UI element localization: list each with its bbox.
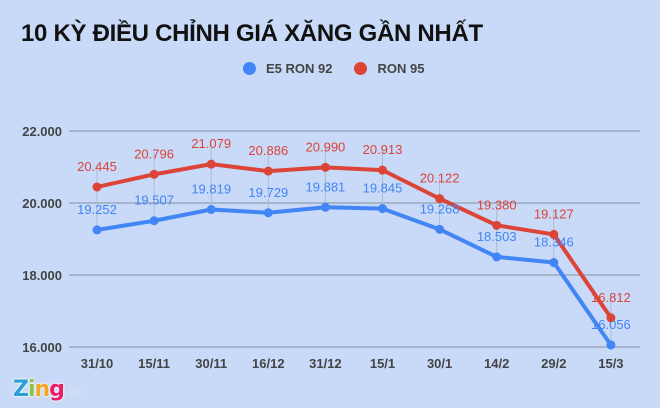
data-point xyxy=(435,224,445,234)
data-point xyxy=(492,220,502,230)
series-line xyxy=(96,205,613,347)
legend-item-e5-ron-92: E5 RON 92 xyxy=(243,61,332,76)
data-point xyxy=(263,208,273,218)
x-tick-label: 15/1 xyxy=(370,356,395,371)
legend-dot-icon xyxy=(243,62,256,75)
data-label: 20.796 xyxy=(134,146,174,161)
data-label: 18.346 xyxy=(534,235,574,250)
data-label: 16.056 xyxy=(591,317,631,332)
data-point xyxy=(435,194,445,204)
data-label: 19.268 xyxy=(420,201,460,216)
data-point xyxy=(549,229,559,239)
data-label: 19.845 xyxy=(363,181,403,196)
data-label: 19.380 xyxy=(477,197,517,212)
x-tick-label: 31/12 xyxy=(309,356,342,371)
data-point xyxy=(320,202,330,212)
data-label: 19.881 xyxy=(306,179,346,194)
x-tick-label: 30/11 xyxy=(195,356,227,371)
zing-logo: Zing.vn xyxy=(13,377,86,402)
chart-legend: E5 RON 92 RON 95 xyxy=(243,61,446,76)
y-tick-label: 16.000 xyxy=(22,340,62,355)
chart-title: 10 KỲ ĐIỀU CHỈNH GIÁ XĂNG GẦN NHẤT xyxy=(21,20,483,47)
data-point xyxy=(378,165,387,175)
data-point xyxy=(320,162,330,172)
data-point xyxy=(549,258,559,268)
legend-dot-icon xyxy=(354,62,368,75)
data-label: 19.507 xyxy=(134,193,174,208)
x-tick-label: 31/10 xyxy=(81,356,114,371)
data-label: 16.812 xyxy=(591,290,631,305)
series-line xyxy=(96,162,613,319)
data-label: 18.503 xyxy=(477,229,517,244)
x-tick-label: 16/12 xyxy=(252,356,285,371)
data-label: 20.913 xyxy=(363,142,403,157)
data-label: 20.886 xyxy=(248,143,288,158)
data-point xyxy=(378,204,387,214)
data-label: 19.252 xyxy=(77,202,117,217)
data-label: 21.079 xyxy=(191,136,231,151)
x-tick-label: 15/3 xyxy=(598,356,623,371)
data-label: 20.445 xyxy=(77,159,117,174)
data-point xyxy=(149,169,159,179)
x-tick-label: 14/2 xyxy=(484,356,509,371)
x-tick-label: 30/1 xyxy=(427,356,452,371)
y-tick-label: 22.000 xyxy=(22,124,62,139)
y-tick-label: 18.000 xyxy=(22,268,62,283)
data-point xyxy=(606,340,616,350)
data-point xyxy=(492,252,502,262)
x-tick-label: 29/2 xyxy=(541,356,566,371)
data-point xyxy=(263,166,273,176)
data-label: 19.127 xyxy=(534,206,574,221)
y-tick-label: 20.000 xyxy=(22,196,62,211)
legend-item-ron-95: RON 95 xyxy=(354,61,424,76)
legend-label: E5 RON 92 xyxy=(266,61,333,76)
data-point xyxy=(606,313,616,323)
data-label: 19.729 xyxy=(248,185,288,200)
x-tick-label: 15/11 xyxy=(138,356,170,371)
data-point xyxy=(206,159,216,169)
data-point xyxy=(149,216,159,226)
data-point xyxy=(92,182,102,192)
data-point xyxy=(92,225,102,235)
data-label: 19.819 xyxy=(191,182,231,197)
data-point xyxy=(206,205,216,215)
data-label: 20.990 xyxy=(306,139,346,154)
legend-label: RON 95 xyxy=(377,61,425,76)
data-label: 20.122 xyxy=(420,171,460,186)
